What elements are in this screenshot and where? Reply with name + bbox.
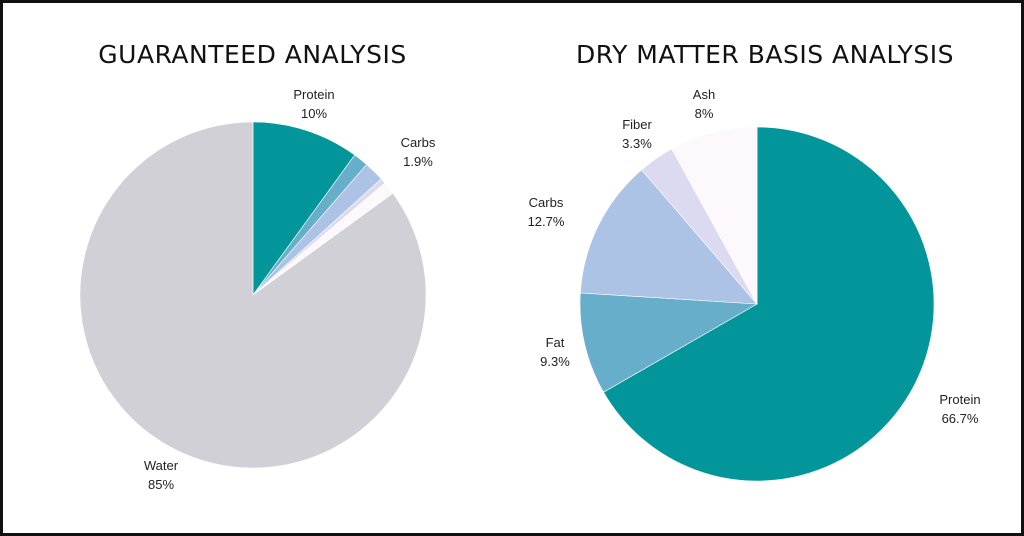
slice-value-carbs: 1.9% bbox=[403, 154, 433, 169]
slice-label-ash: Ash bbox=[693, 87, 715, 102]
pie-slice-ash bbox=[671, 126, 758, 305]
pie-dry-matter: Protein 66.7% Fat 9.3% Carbs 12.7% Fiber 3.3% As… bbox=[528, 87, 981, 482]
pie-guaranteed: Protein 10% Carbs 1.9% Water 85% bbox=[79, 87, 436, 492]
slice-value-protein: 10% bbox=[301, 106, 327, 121]
slice-label-water: Water bbox=[144, 458, 179, 473]
slice-value-fat: 9.3% bbox=[540, 354, 570, 369]
slice-value-carbs: 12.7% bbox=[528, 214, 565, 229]
slice-label-protein: Protein bbox=[293, 87, 334, 102]
pie-slice-protein bbox=[252, 121, 356, 296]
pie-slice-fat bbox=[579, 292, 759, 393]
chart-title-dry-matter: DRY MATTER BASIS ANALYSIS bbox=[576, 40, 954, 69]
chart-title-guaranteed: GUARANTEED ANALYSIS bbox=[98, 40, 407, 69]
slice-value-water: 85% bbox=[148, 477, 174, 492]
slice-label-fiber: Fiber bbox=[622, 117, 652, 132]
slice-label-carbs: Carbs bbox=[401, 135, 436, 150]
pie-slice-carbs bbox=[580, 169, 758, 305]
slice-value-ash: 8% bbox=[695, 106, 714, 121]
slice-label-fat: Fat bbox=[546, 335, 565, 350]
slice-value-protein: 66.7% bbox=[942, 411, 979, 426]
slice-value-fiber: 3.3% bbox=[622, 136, 652, 151]
pie-slice-protein bbox=[603, 126, 935, 482]
slice-label-protein: Protein bbox=[939, 392, 980, 407]
slice-label-carbs: Carbs bbox=[529, 195, 564, 210]
pie-slice-water bbox=[79, 121, 427, 469]
